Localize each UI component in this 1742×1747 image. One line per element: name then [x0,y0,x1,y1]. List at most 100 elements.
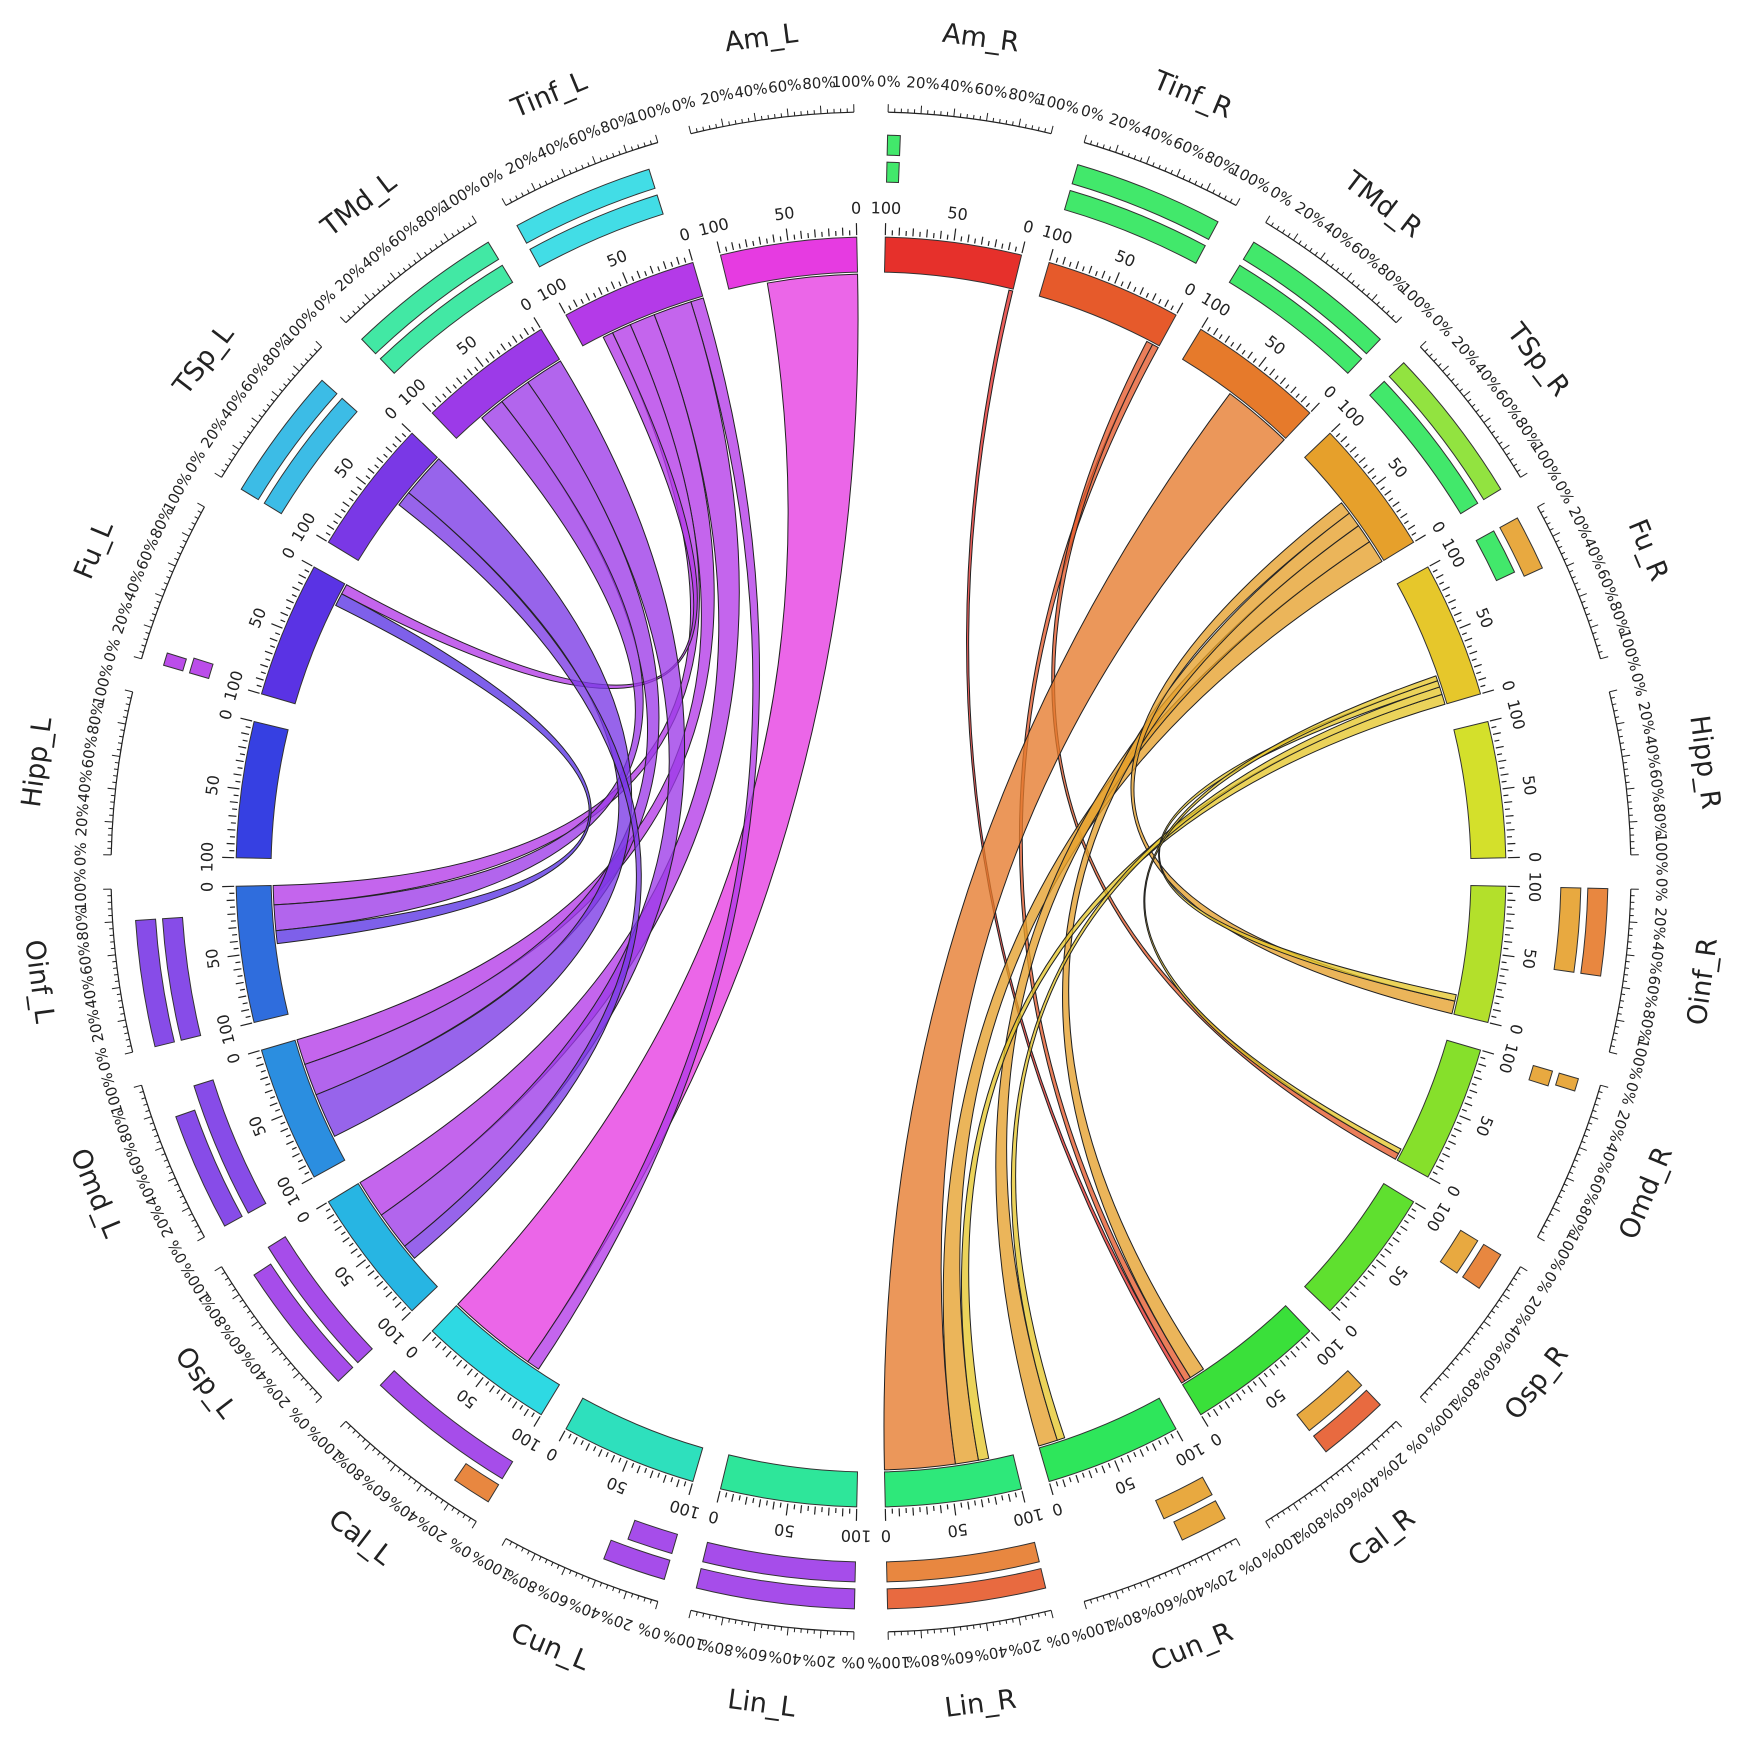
scale-tick [1439,581,1445,585]
percent-tick [424,251,428,256]
percent-tick [767,1624,770,1630]
scale-label: 50 [1384,1262,1411,1290]
segment-arc-hipp_r[interactable] [1453,720,1507,860]
segment-arc-oinf_r[interactable] [1453,884,1507,1024]
chord-fu_r-lin_r[interactable] [961,693,1446,1461]
scale-tick [1376,1259,1387,1268]
scale-label: 100 [1198,289,1234,321]
percent-tick [352,310,356,314]
scale-tick [1075,261,1080,270]
percent-tick [1381,1434,1385,1439]
percent-bar-oinf_r [1580,887,1609,977]
scale-tick [1139,1449,1144,1457]
segment-arc-fu_l[interactable] [260,566,346,705]
segment-arc-oinf_l[interactable] [235,884,289,1024]
segment-arc-tsp_l[interactable] [327,432,439,562]
chord-fu_r-cun_r[interactable] [1010,686,1443,1441]
scale-tick [292,1152,300,1158]
segment-arc-am_l[interactable] [719,236,859,290]
segment-arc-fu_r[interactable] [1396,566,1482,705]
percent-tick [143,638,148,641]
percent-tick [1108,1593,1112,1598]
percent-bar-cun_l [603,1539,671,1581]
percent-tick [1376,301,1380,306]
percent-tick [1566,1177,1575,1182]
scale-tick [1207,326,1211,332]
percent-tick [114,980,119,983]
scale-tick [1290,386,1297,394]
chord-tsp_r-cal_r[interactable] [1062,512,1360,1379]
segment-arc-omd_r[interactable] [1396,1039,1482,1178]
segment-arc-cal_r[interactable] [1181,1304,1311,1416]
chord-tinf_l-cal_l[interactable] [527,297,760,1370]
percent-tick [1366,292,1370,297]
chord-fu_l-oinf_l[interactable] [275,593,592,945]
scale-tick [1439,1159,1445,1163]
scale-tick [662,1474,667,1483]
segment-arc-tsp_r[interactable] [1303,432,1415,562]
segment-arc-cun_r[interactable] [1038,1397,1177,1483]
segment-arc-tinf_l[interactable] [565,261,704,347]
scale-tick [610,1454,616,1463]
scale-tick [1380,486,1385,491]
percent-tick [1218,192,1221,197]
percent-tick [623,1591,627,1600]
percent-tick [1176,1567,1181,1576]
percent-axis [505,141,658,206]
percent-tick [468,1517,472,1522]
percent-axis [1084,141,1237,206]
percent-tick [618,150,621,155]
segment-arc-cal_l[interactable] [431,1304,561,1416]
chord-fu_r-omd_r[interactable] [1143,675,1439,1155]
segment-arc-osp_r[interactable] [1303,1182,1415,1312]
percent-tick [1617,1013,1622,1015]
segment-arc-hipp_l[interactable] [235,720,289,860]
scale-tick [572,299,578,308]
scale-label: 0 [402,1342,422,1363]
segment-arc-osp_l[interactable] [327,1182,439,1312]
scale-tick [1480,1056,1486,1060]
percent-tick [1356,284,1360,288]
percent-tick [122,1025,127,1028]
percent-axis [140,506,205,659]
scale-tick [1345,443,1350,448]
scale-tick [1055,1481,1059,1487]
scale-tick [683,1481,687,1487]
scale-tick [1506,828,1515,831]
percent-tick [1509,1283,1514,1287]
percent-tick [1356,1456,1360,1460]
segment-arc-lin_l[interactable] [719,1454,859,1508]
segment-arc-tmd_r[interactable] [1181,328,1311,440]
scale-tick [233,947,239,950]
percent-tick [747,117,750,122]
chord-tsp_l-omd_l[interactable] [315,458,633,1137]
scale-tick [752,240,755,246]
scale-tick [489,351,495,359]
percent-label: 100% [1421,1397,1464,1440]
percent-tick [1188,1562,1192,1567]
percent-label: 100% [626,99,672,128]
percent-bar-cal_r [1296,1370,1363,1432]
percent-tick [1609,689,1618,693]
segment-arc-tmd_l[interactable] [431,328,561,440]
scale-tick [456,1359,463,1367]
percent-tick [1592,1109,1597,1113]
percent-tick [125,703,130,706]
segment-arc-tinf_r[interactable] [1038,261,1177,347]
segment-arc-am_r[interactable] [883,236,1023,290]
segment-arc-lin_r[interactable] [883,1454,1023,1508]
scale-label: 100 [273,1173,304,1209]
segment-arc-cun_l[interactable] [565,1397,704,1483]
percent-tick [1537,1236,1545,1242]
segment-arc-omd_l[interactable] [260,1039,346,1178]
scale-tick [442,393,447,398]
scale-tick [716,241,721,254]
scale-tick [785,228,789,241]
percent-tick [1574,582,1579,585]
chord-tsp_l-osp_l[interactable] [398,492,642,1259]
scale-tick [326,1214,335,1220]
percent-tick [408,1476,412,1481]
percent-label: 60% [1170,133,1208,163]
percent-tick [258,1326,263,1330]
scale-tick [286,599,294,604]
